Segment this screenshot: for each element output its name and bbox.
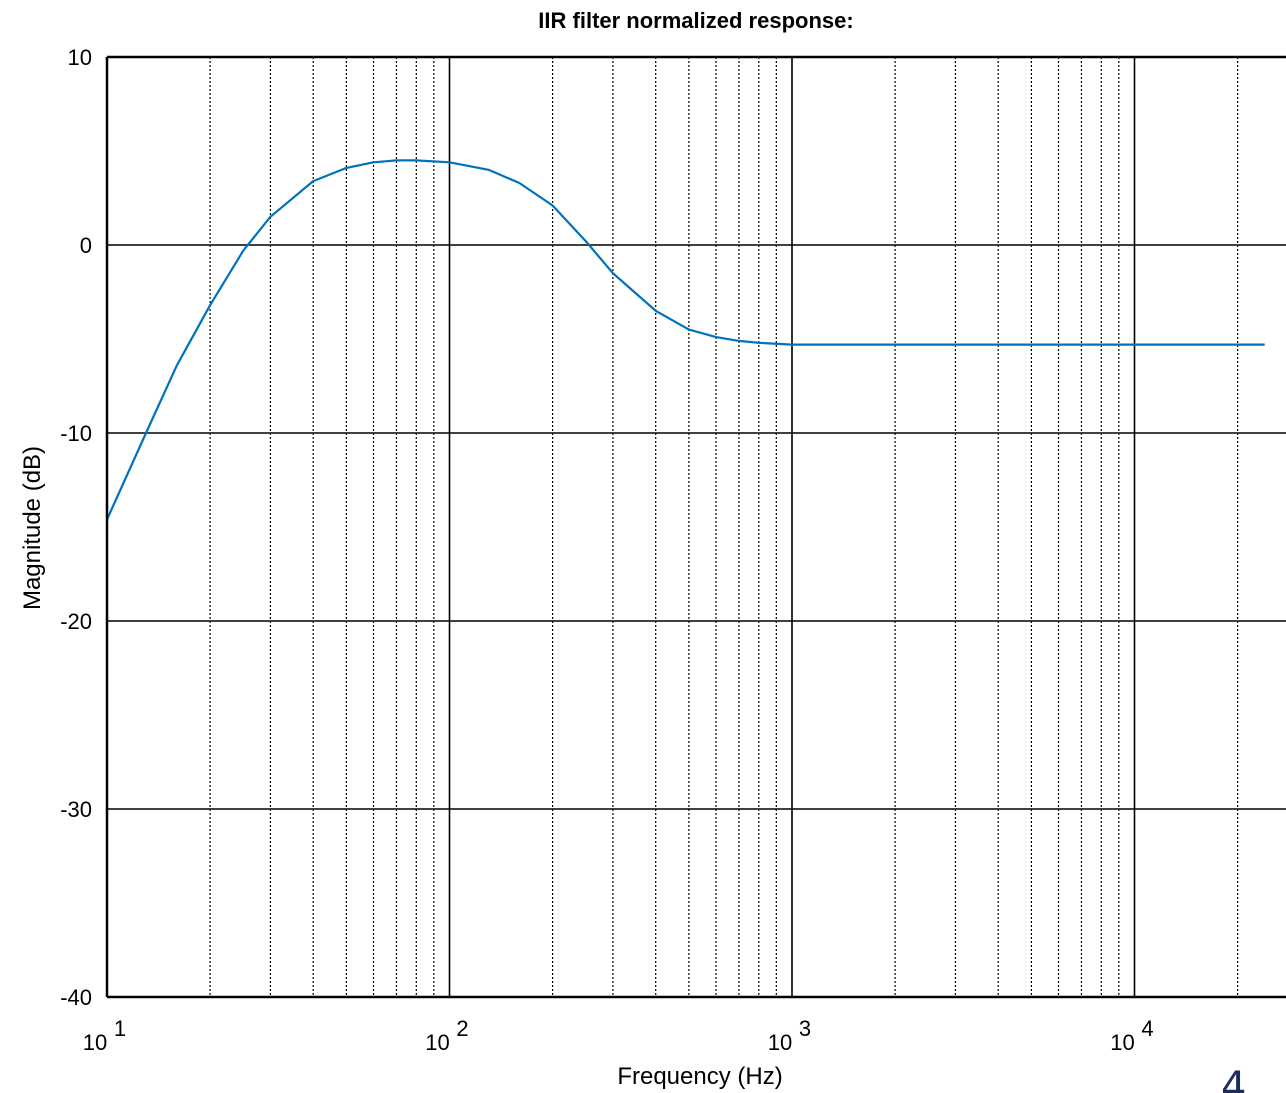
- x-tick-label: 10: [1110, 1030, 1134, 1055]
- grid: [106, 56, 1286, 998]
- x-tick-label: 10: [425, 1030, 449, 1055]
- chart-title: IIR filter normalized response:: [538, 8, 853, 33]
- y-tick-labels: 10 0 -10 -20 -30 -40: [60, 45, 92, 1010]
- x-tick-exponent: 2: [456, 1016, 468, 1041]
- response-line: [105, 159, 1265, 520]
- y-tick-label: -10: [60, 421, 92, 446]
- y-axis-label: Magnitude (dB): [19, 446, 46, 610]
- x-tick-labels: 10 1 10 2 10 3 10 4: [83, 1016, 1154, 1055]
- x-tick-exponent: 1: [114, 1016, 126, 1041]
- y-tick-label: 10: [68, 45, 92, 70]
- corner-mark: 4: [1221, 1064, 1246, 1093]
- plot-area: [105, 159, 1265, 520]
- y-tick-label: -20: [60, 609, 92, 634]
- x-tick-label: 10: [768, 1030, 792, 1055]
- axes-frame: [105, 55, 1286, 999]
- x-tick-exponent: 3: [799, 1016, 811, 1041]
- x-tick-label: 10: [83, 1030, 107, 1055]
- y-tick-label: -40: [60, 985, 92, 1010]
- y-tick-label: 0: [80, 233, 92, 258]
- x-tick-exponent: 4: [1141, 1016, 1153, 1041]
- y-tick-label: -30: [60, 797, 92, 822]
- x-axis-label: Frequency (Hz): [617, 1063, 782, 1090]
